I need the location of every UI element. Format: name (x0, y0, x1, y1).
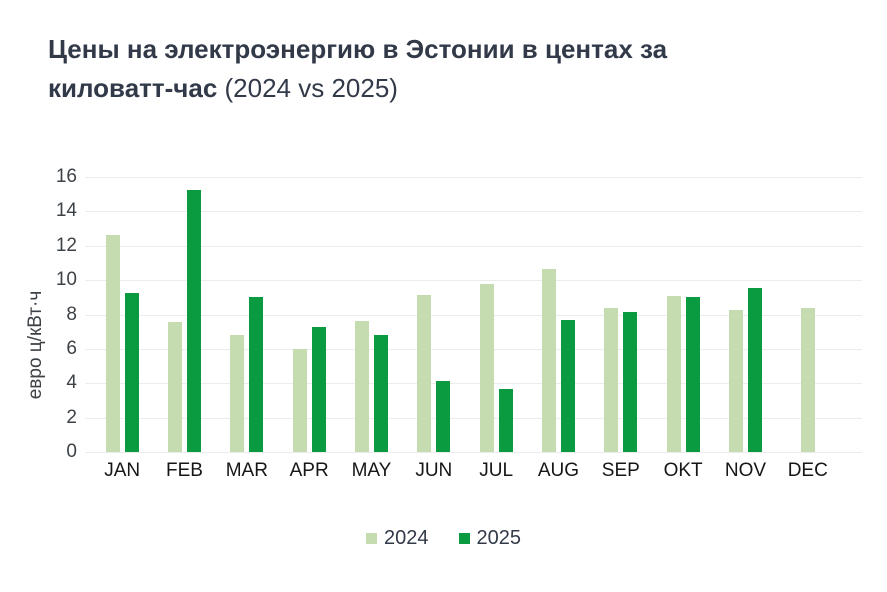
gridline-y10 (85, 280, 862, 282)
y-tick-16: 16 (55, 166, 77, 187)
bar-2024-okt (666, 295, 681, 452)
x-label-aug: AUG (537, 460, 580, 481)
legend: 2024 2025 (0, 527, 887, 550)
bar-group-aug (527, 177, 589, 452)
bar-2024-jun (417, 294, 432, 452)
gridline-y8 (85, 314, 862, 316)
bar-2024-mar (230, 335, 245, 452)
bar-2025-jul (498, 389, 513, 452)
legend-swatch-2024 (366, 533, 377, 544)
bar-2025-may (373, 335, 388, 452)
x-label-sep: SEP (601, 460, 640, 481)
bar-2024-sep (604, 307, 619, 452)
bar-2024-jul (479, 283, 494, 452)
bar-group-apr (278, 177, 340, 452)
gridline-y6 (85, 348, 862, 350)
x-label-jan: JAN (104, 460, 141, 481)
y-tick-6: 6 (66, 337, 77, 359)
bar-2024-apr (292, 348, 307, 452)
y-tick-12: 12 (55, 234, 77, 256)
gridline-y4 (85, 383, 862, 385)
x-label-jun: JUN (415, 460, 453, 481)
bar-2024-aug (541, 268, 556, 452)
y-tick-14: 14 (55, 200, 77, 222)
bar-group-sep (590, 177, 652, 452)
bar-2025-jun (436, 380, 451, 452)
gridline-y14 (85, 211, 862, 213)
gridline-y2 (85, 417, 862, 419)
legend-label-2024: 2024 (384, 527, 429, 549)
bar-group-jan (91, 177, 153, 452)
bar-group-nov (714, 177, 776, 452)
legend-item-2025: 2025 (458, 527, 522, 550)
y-tick-4: 4 (66, 372, 77, 394)
bar-group-dec (777, 177, 839, 452)
chart-title: Цены на электроэнергию в Эстонии в цента… (48, 30, 760, 108)
bar-2024-jan (105, 234, 120, 452)
bar-2025-aug (560, 319, 575, 452)
x-label-apr: APR (289, 460, 329, 481)
x-label-okt: OKT (663, 460, 703, 481)
bar-2024-feb (167, 322, 182, 452)
gridline-y16 (85, 177, 862, 178)
bar-2025-feb (186, 189, 201, 452)
bar-groups (91, 177, 839, 452)
y-tick-0: 0 (66, 441, 77, 462)
chart-title-suffix: (2024 vs 2025) (217, 73, 398, 103)
y-tick-8: 8 (66, 303, 77, 325)
x-label-jul: JUL (479, 460, 514, 481)
x-label-may: MAY (351, 460, 392, 481)
bar-group-may (340, 177, 402, 452)
bar-2025-nov (747, 287, 762, 452)
bar-group-mar (216, 177, 278, 452)
legend-item-2024: 2024 (366, 527, 429, 550)
legend-swatch-2025 (458, 533, 470, 544)
x-label-dec: DEC (787, 460, 828, 481)
legend-label-2025: 2025 (476, 527, 522, 549)
bar-2025-sep (623, 311, 638, 452)
x-axis-labels: JAN FEB MAR APR MAY JUN JUL AUG SEP OKT NOV DEC (91, 460, 839, 482)
bar-2024-dec (800, 307, 815, 452)
chart-title-main: Цены на электроэнергию в Эстонии в цента… (48, 34, 668, 103)
bar-2024-nov (728, 310, 743, 452)
bar-2025-apr (311, 326, 326, 452)
bar-group-feb (153, 177, 215, 452)
y-tick-10: 10 (55, 269, 77, 291)
plot-area (85, 177, 862, 453)
bar-2025-jan (124, 293, 139, 452)
y-tick-2: 2 (66, 406, 77, 428)
gridline-y0 (85, 452, 862, 453)
y-tick-labels: 0 2 4 6 8 10 12 14 16 (30, 166, 77, 462)
bar-2025-mar (249, 297, 264, 452)
x-label-mar: MAR (225, 460, 268, 481)
bar-group-jul (465, 177, 527, 452)
bar-group-okt (652, 177, 714, 452)
gridline-y12 (85, 245, 862, 247)
x-label-feb: FEB (166, 460, 203, 481)
bar-2025-okt (685, 297, 700, 452)
bar-2024-may (354, 321, 369, 452)
bar-group-jun (403, 177, 465, 452)
x-label-nov: NOV (724, 460, 767, 481)
